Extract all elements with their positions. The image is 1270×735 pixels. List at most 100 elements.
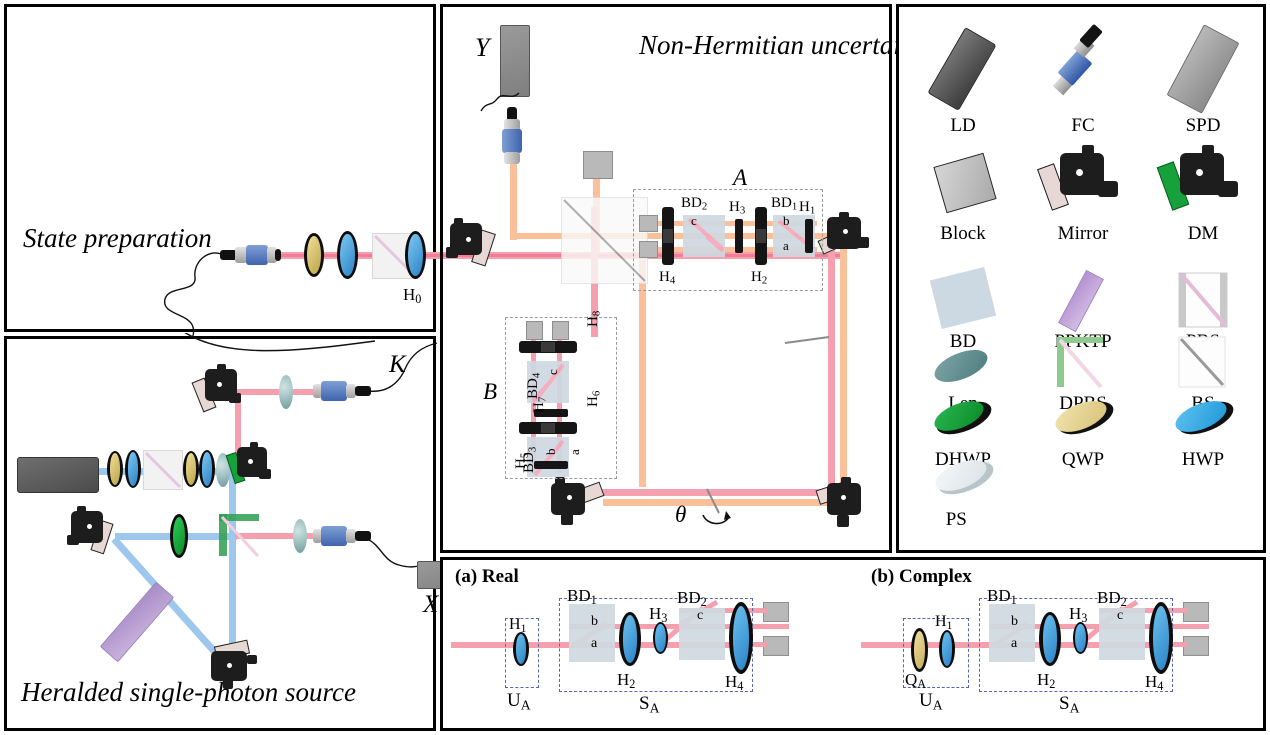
label-bd2-a: BD2 [677,588,707,610]
label-b-h8: H8 [585,310,603,327]
label-a-path-b: b [783,213,790,228]
lens-k [279,375,293,409]
label-h0: H0 [403,285,422,307]
beam-diagonal-ppktp [111,536,233,672]
hwp-b-complex-h2 [1039,612,1061,666]
beam-a-real-out3 [753,642,767,647]
legend-label: Block [940,223,986,244]
legend-item-ps: PS [907,447,1019,557]
panel-heralded-source: Heralded single-photon source [4,333,477,731]
fiber-k [368,342,438,392]
subfigure-a-real: (a) Real UA H1 [443,560,855,732]
beam-a-real-out2 [753,624,789,629]
label-path-a-a: a [591,636,598,651]
state-preparation-caption: State preparation [23,223,212,253]
beam-orange-right [840,235,847,497]
label-module-b: B [483,379,498,404]
hwp-b-complex-h4 [1149,602,1173,674]
beam-orange-y [510,122,517,240]
hwp-b-h8 [519,341,577,353]
dichroic-mirror-icon [1156,145,1246,219]
label-detector-x: X [423,591,439,618]
fiber-coupler-x [313,523,371,549]
legend-item-mirror: Mirror [1027,145,1139,277]
legend-item-block: Block [907,147,1019,277]
hwp-b-complex-h1 [939,630,955,668]
hwp-pump-2 [199,450,215,488]
hwp-a-h2 [755,207,767,265]
fiber-coupler-k [313,378,371,404]
block-b-1 [526,321,543,340]
block-b-2 [552,321,569,340]
block-a-2 [639,241,658,258]
subfigure-b-complex: (b) Complex UA QA [855,560,1269,732]
laser-diode-icon [17,457,99,493]
legend-label: QWP [1061,449,1105,470]
dpbs-source [218,512,260,558]
beam-b-complex-out3 [1173,642,1187,647]
hwp-pump-1 [125,450,141,488]
label-b-bd4: BD4 [525,372,543,399]
hwp-a-h3 [735,219,743,253]
hwp-a-real-h3 [653,622,668,654]
hwp-b-complex-h3 [1073,622,1088,654]
label-sa-a: SA [639,693,660,716]
hwp-a-real-h1 [513,632,529,666]
beam-a-lower [639,247,817,252]
beam-orange-bottom [603,499,847,506]
module-b-box [505,317,617,479]
beam-displacer-icon [923,266,1003,331]
dhwp-source [170,514,188,558]
heralded-source-caption: Heralded single-photon source [21,677,356,707]
beam-a-real-out1 [753,608,767,613]
group-ua-a [505,618,539,688]
label-ua-b: UA [919,690,943,713]
legend-label: PS [945,509,967,530]
legend-label: BD [949,331,977,352]
beam-b-complex-out2 [1173,624,1209,629]
half-wave-plate-icon [1163,394,1243,447]
mirror-bottom [207,639,259,689]
label-b-path-a: a [567,449,582,455]
hwp-b-h6 [519,422,577,434]
qwp-b-complex [911,628,928,672]
legend-item-fc: FC [1027,21,1139,161]
lens-icon [923,343,1003,391]
fiber-x [366,538,424,568]
label-a-h4: H4 [659,269,676,287]
label-sa-b: SA [1059,693,1080,716]
label-b-path-c: c [545,369,560,375]
caption-a: (a) Real [455,566,519,587]
rotation-tick [784,336,830,344]
beam-idler-top [235,389,355,395]
dual-polarizing-beam-splitter-icon [1043,335,1123,391]
legend-item-hwp: HWP [1147,387,1259,507]
panel-state-preparation: State preparation [4,4,442,357]
laser-diode-icon [926,25,1000,111]
beam-idler-vertical [235,389,241,471]
mirror-icon [1037,145,1126,219]
group-ua-b [903,618,969,688]
label-bd1-a: BD1 [567,586,597,608]
bd2-b-complex [1099,608,1145,660]
label-module-a: A [733,165,748,190]
label-path-a-b: a [1011,636,1018,651]
module-a-box [633,189,823,291]
label-ua-a: UA [507,690,531,713]
fiber-coupler-icon [1043,23,1123,111]
bd1-b-complex [989,604,1035,662]
label-path-b-b: b [1011,614,1018,629]
label-b-path-b: b [543,448,558,456]
polarizing-beam-splitter-icon [1163,269,1243,331]
hwp-b-h5 [534,461,568,469]
mirror-top [191,364,243,415]
mirror-center-bottomright [811,477,869,533]
quarter-wave-plate-icon [1043,394,1123,447]
single-photon-detector-icon [1163,24,1243,114]
dichroic-mirror-icon [225,442,272,489]
beam-splitter-icon [1163,335,1243,391]
theta-rotation-arrow [702,488,731,525]
label-h1-b: H1 [935,613,953,632]
label-bd2-b: BD2 [1097,588,1127,610]
